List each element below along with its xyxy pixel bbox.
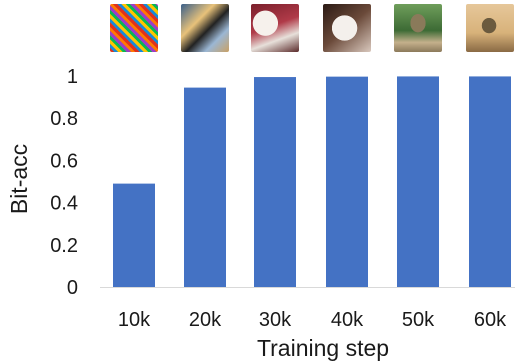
thumbnail-image-60k <box>466 4 514 52</box>
bar-20k <box>184 87 226 287</box>
x-tick-label: 30k <box>259 309 292 331</box>
bar-60k <box>469 76 511 287</box>
x-tick-label: 50k <box>402 309 435 331</box>
y-tick-label: 0.4 <box>50 193 78 215</box>
y-tick-label: 0.2 <box>50 235 78 257</box>
y-tick-label: 0 <box>67 277 78 299</box>
thumbnail-image-50k <box>394 4 442 52</box>
thumbnail-image-20k <box>181 4 229 52</box>
thumbnail-image-10k <box>110 4 158 52</box>
bars-group <box>113 76 511 288</box>
thumbnail-image-40k <box>323 4 371 52</box>
x-tick-label: 40k <box>331 309 364 331</box>
y-tick-label: 0.6 <box>50 150 78 172</box>
y-tick-label: 1 <box>67 66 78 88</box>
x-tick-label: 10k <box>118 309 151 331</box>
y-axis-ticks: 0 0.2 0.4 0.6 0.8 1 <box>50 66 78 299</box>
x-tick-label: 60k <box>474 309 507 331</box>
bar-50k <box>397 76 439 287</box>
x-axis-ticks: 10k 20k 30k 40k 50k 60k <box>118 309 507 331</box>
bar-30k <box>254 77 296 288</box>
y-tick-label: 0.8 <box>50 108 78 130</box>
y-axis-title: Bit-acc <box>6 144 32 214</box>
x-tick-label: 20k <box>189 309 222 331</box>
bar-10k <box>113 183 155 287</box>
bar-40k <box>326 76 368 288</box>
x-axis-title: Training step <box>257 335 389 361</box>
thumbnail-image-30k <box>251 4 299 52</box>
